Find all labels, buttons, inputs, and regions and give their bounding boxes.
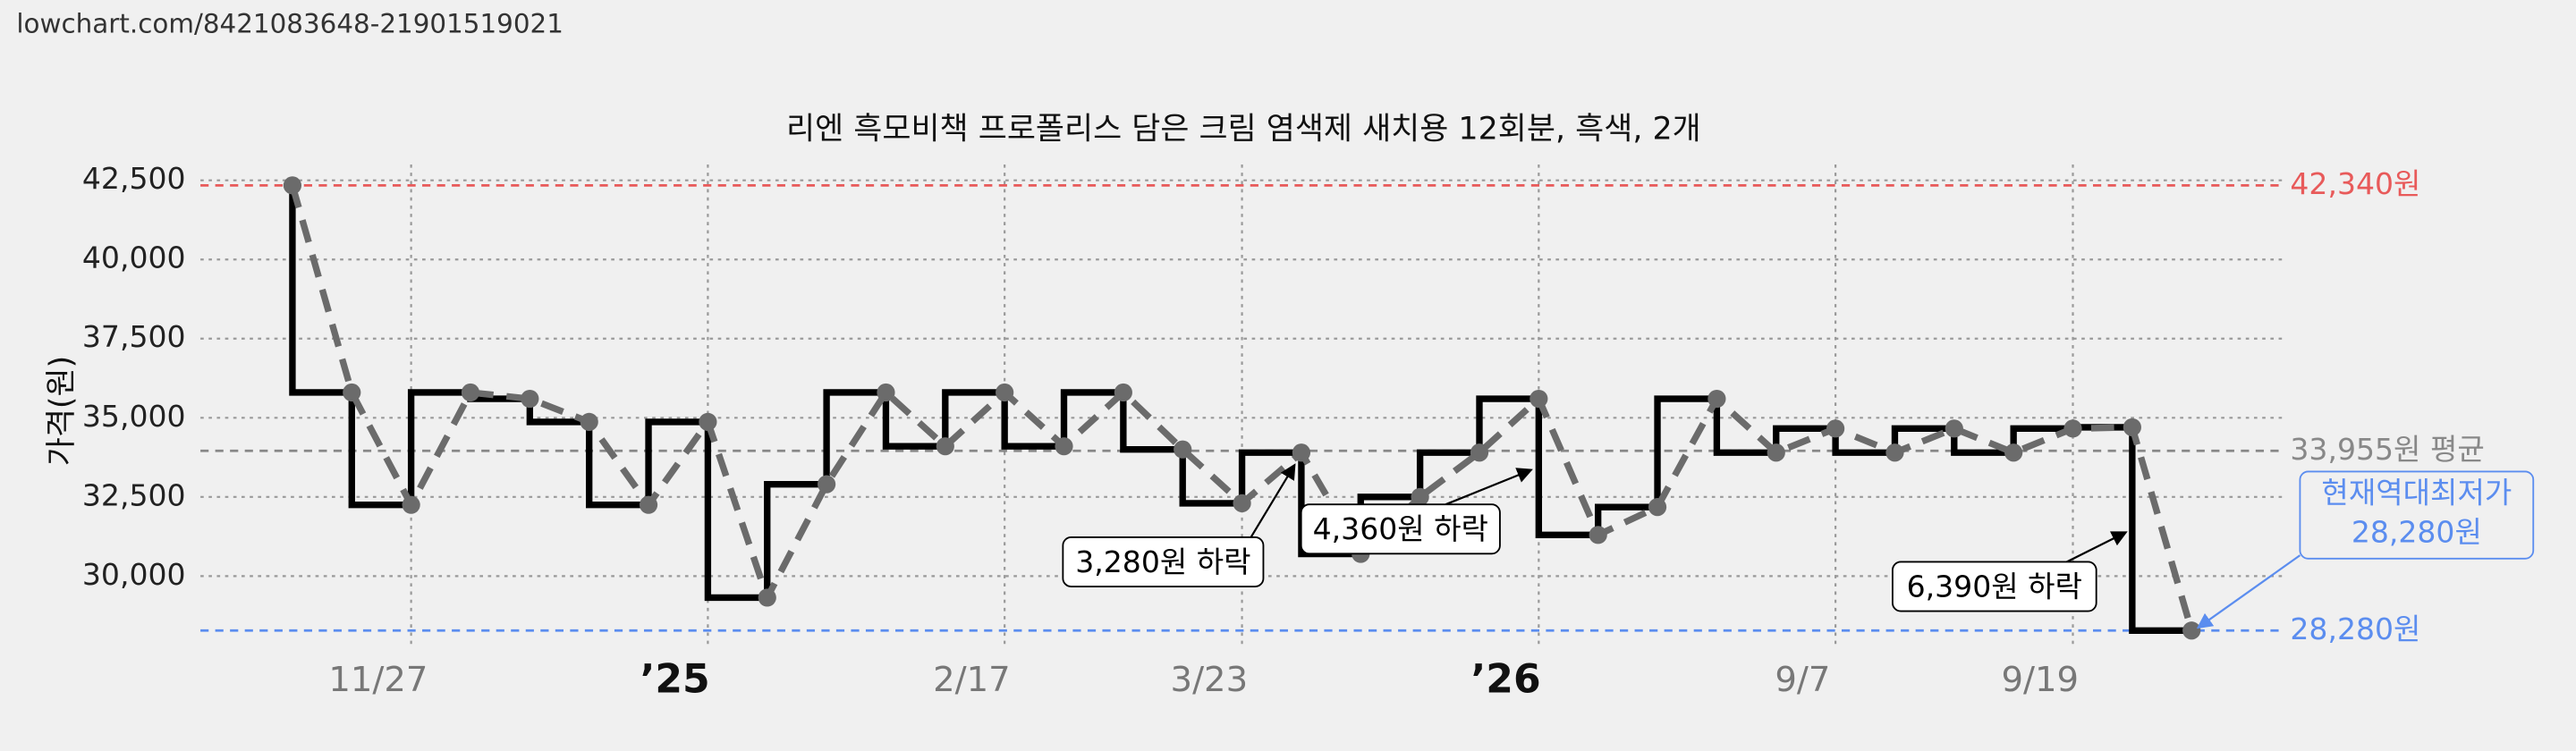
x-tick-label: 3/23 <box>1171 660 1249 700</box>
data-point <box>699 412 717 431</box>
data-point <box>1470 443 1489 462</box>
data-point <box>461 383 480 402</box>
data-point <box>1292 443 1311 462</box>
data-point <box>283 176 302 195</box>
annotation-box <box>1892 561 2097 612</box>
data-point <box>1233 494 1251 513</box>
data-point <box>877 383 895 402</box>
x-tick-label: 11/27 <box>328 660 428 700</box>
reference-label: 33,955원 평균 <box>2290 432 2484 467</box>
data-point <box>1826 419 1845 438</box>
y-tick-label: 42,500 <box>82 161 186 196</box>
annotation-arrow <box>1445 468 1533 506</box>
y-tick-label: 37,500 <box>82 319 186 354</box>
x-tick-label: ’26 <box>1471 657 1541 703</box>
reference-label: 28,280원 <box>2290 612 2420 646</box>
annotation-text: 3,280원 하락 <box>1075 544 1250 579</box>
y-axis-title: 가격(원) <box>44 356 80 466</box>
data-point <box>1055 437 1073 456</box>
y-tick-label: 32,500 <box>82 477 186 512</box>
y-tick-label: 35,000 <box>82 399 186 434</box>
data-point <box>2123 418 2141 437</box>
y-tick-label: 40,000 <box>82 240 186 275</box>
data-point <box>818 475 836 494</box>
data-point <box>2063 419 2082 438</box>
callout-text: 28,280원 <box>2351 515 2482 550</box>
data-point <box>758 588 776 607</box>
data-point <box>1945 419 1963 438</box>
chart-title: 리엔 흑모비책 프로폴리스 담은 크림 염색제 새치용 12회분, 흑색, 2개 <box>786 111 1701 147</box>
data-point <box>402 495 420 514</box>
data-point <box>1589 526 1607 544</box>
reference-label: 42,340원 <box>2290 166 2420 201</box>
data-point <box>1174 440 1192 459</box>
data-point <box>521 389 539 409</box>
callout-arrow <box>2196 554 2301 629</box>
source-url: lowchart.com/8421083648-21901519021 <box>16 8 564 38</box>
data-point <box>1885 443 1904 462</box>
data-point <box>1411 487 1429 506</box>
data-point <box>996 383 1014 402</box>
data-point <box>1767 443 1785 462</box>
callout-text: 현재역대최저가 <box>2321 476 2512 511</box>
x-tick-label: 9/7 <box>1775 660 1830 700</box>
x-tick-label: 9/19 <box>2001 660 2079 700</box>
annotation-box <box>1300 503 1501 555</box>
annotation-text: 4,360원 하락 <box>1313 511 1488 546</box>
data-point <box>639 495 658 514</box>
annotation-arrow <box>2066 531 2128 563</box>
annotation-text: 6,390원 하락 <box>1907 569 2082 603</box>
data-point <box>2004 443 2023 462</box>
x-tick-label: ’25 <box>640 657 710 703</box>
data-point <box>936 437 954 456</box>
data-point <box>580 412 598 431</box>
annotation-box <box>1062 536 1265 587</box>
data-point <box>2182 621 2201 640</box>
y-tick-label: 30,000 <box>82 557 186 592</box>
data-point <box>1530 389 1548 409</box>
data-point <box>343 383 361 402</box>
data-point <box>1707 389 1726 409</box>
x-tick-label: 2/17 <box>933 660 1011 700</box>
callout-box <box>2299 470 2535 560</box>
data-point <box>1648 498 1667 517</box>
data-point <box>1114 383 1132 402</box>
